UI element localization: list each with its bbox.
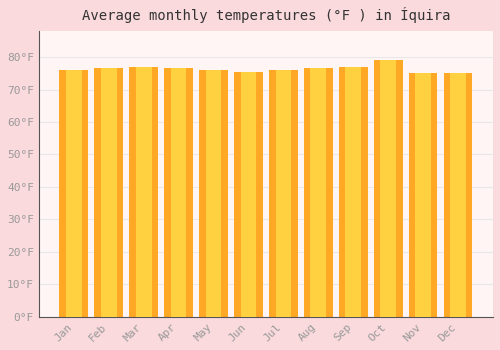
- Bar: [206, 70, 222, 317]
- Bar: [380, 60, 396, 317]
- Bar: [164, 68, 193, 317]
- Bar: [450, 73, 466, 317]
- Title: Average monthly temperatures (°F ) in Íquira: Average monthly temperatures (°F ) in Íq…: [82, 7, 450, 23]
- Bar: [269, 70, 298, 317]
- Bar: [339, 67, 368, 317]
- Bar: [310, 68, 326, 317]
- Bar: [170, 68, 186, 317]
- Bar: [234, 72, 263, 317]
- Bar: [199, 70, 228, 317]
- Bar: [444, 73, 472, 317]
- Bar: [94, 68, 123, 317]
- Bar: [240, 72, 256, 317]
- Bar: [66, 70, 82, 317]
- Bar: [374, 60, 402, 317]
- Bar: [136, 67, 152, 317]
- Bar: [346, 67, 361, 317]
- Bar: [416, 73, 431, 317]
- Bar: [409, 73, 438, 317]
- Bar: [101, 68, 116, 317]
- Bar: [60, 70, 88, 317]
- Bar: [304, 68, 332, 317]
- Bar: [276, 70, 291, 317]
- Bar: [130, 67, 158, 317]
